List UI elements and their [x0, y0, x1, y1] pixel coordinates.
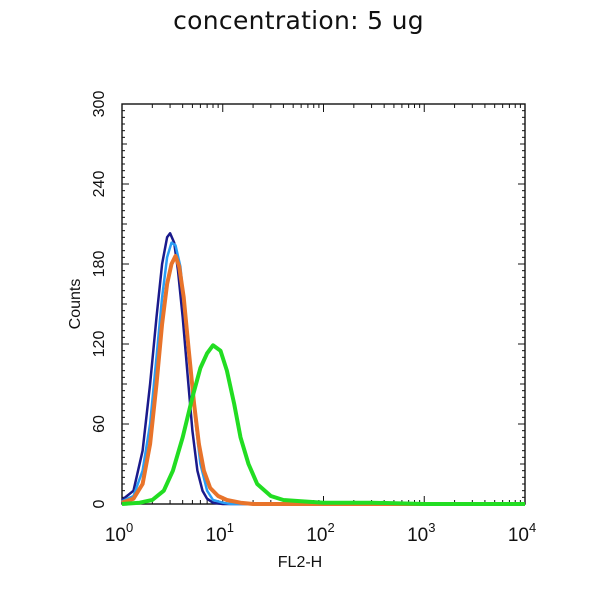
y-axis-label: Counts	[67, 279, 84, 330]
chart-title: concentration: 5 ug	[173, 6, 424, 35]
x-axis-tick-labels: 100 101 102 103 104	[105, 520, 536, 546]
series-layer	[121, 232, 525, 506]
y-tick-label: 0	[91, 499, 108, 508]
x-tick-label: 102	[306, 520, 334, 546]
y-tick-label: 180	[91, 251, 108, 278]
y-tick-label: 60	[91, 415, 108, 433]
x-tick-label: 104	[508, 520, 536, 546]
x-axis-label: FL2-H	[278, 554, 322, 571]
y-tick-label: 120	[91, 331, 108, 358]
histogram-series-1	[121, 232, 525, 506]
histogram-series-4	[121, 343, 525, 506]
x-tick-label: 100	[105, 520, 133, 546]
x-tick-label: 103	[407, 520, 435, 546]
y-axis-tick-labels: 0 60 120 180 240 300	[91, 91, 108, 509]
x-tick-label: 101	[206, 520, 234, 546]
y-tick-label: 240	[91, 171, 108, 198]
histogram-series-3	[121, 254, 525, 506]
y-tick-label: 300	[91, 91, 108, 118]
